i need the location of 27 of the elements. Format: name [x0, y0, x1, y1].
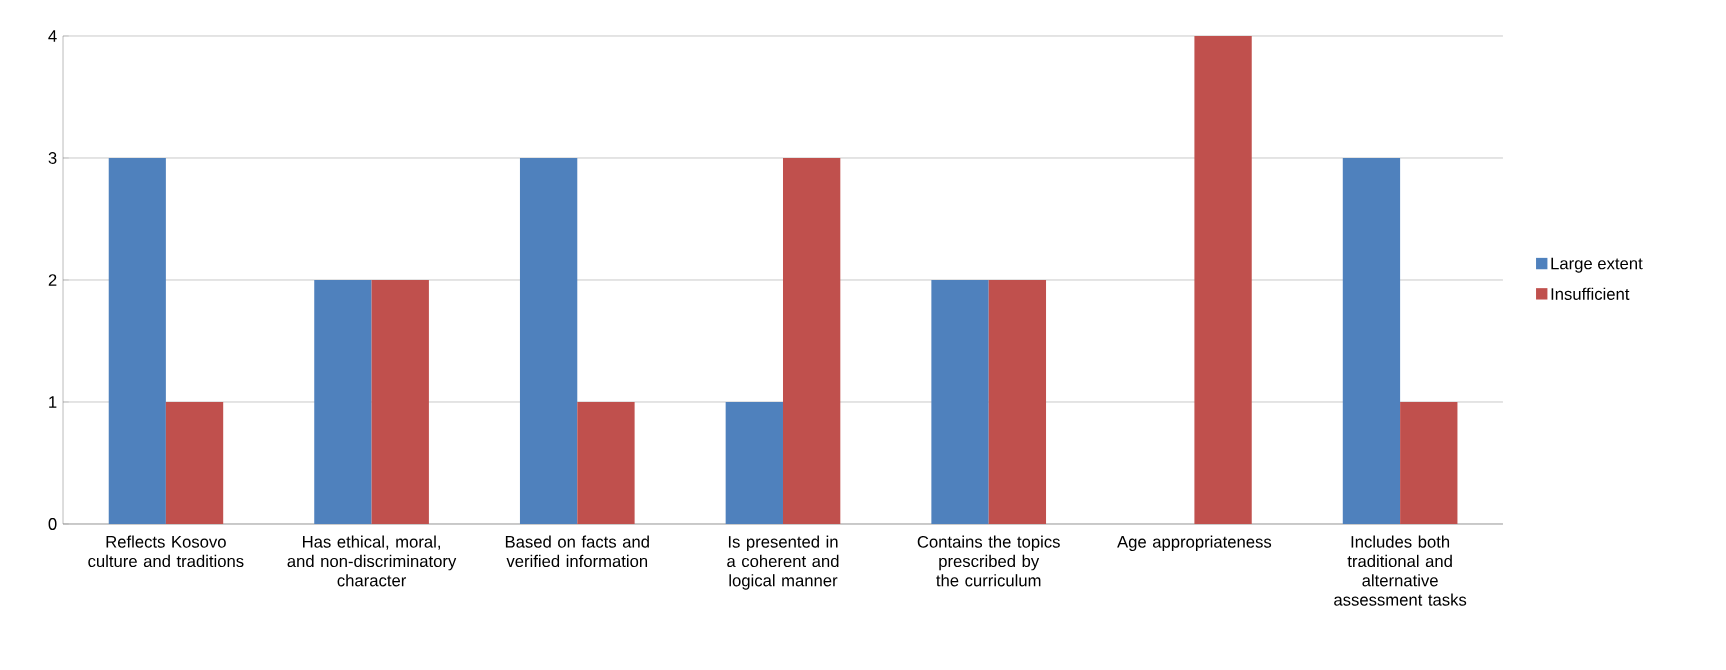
bar [1194, 35, 1252, 524]
x-tick-label: Has ethical, moral, and non-discriminatory character [287, 535, 457, 587]
bar [988, 279, 1047, 524]
bar [108, 157, 166, 524]
legend-label: Insufficient [1551, 287, 1630, 300]
x-tick-label: Includes both traditional and alternative assessment tasks [1334, 535, 1467, 606]
x-tick-label: Contains the topics prescribed by the curriculum [917, 535, 1060, 587]
bar [1342, 157, 1401, 524]
x-tick-label: Is presented in a coherent and logical manner [727, 535, 839, 590]
legend-label: Large extent [1551, 257, 1643, 273]
y-tick-label: 2 [48, 274, 57, 286]
y-tick-label: 0 [48, 518, 57, 530]
bar [577, 401, 635, 524]
x-tick-label: Reflects Kosovo culture and traditions [88, 535, 244, 568]
bar [314, 279, 372, 524]
x-tick-label: Age appropriateness [1117, 535, 1272, 552]
bar [725, 401, 783, 524]
y-tick-label: 1 [49, 396, 57, 408]
bar [931, 279, 989, 524]
bar [1400, 401, 1458, 524]
y-tick-label: 4 [48, 30, 57, 42]
bar [165, 401, 224, 524]
bar [371, 279, 429, 524]
y-tick-label: 3 [48, 152, 57, 164]
bar [519, 157, 578, 524]
x-tick-label: Based on facts and verified information [505, 535, 649, 568]
bar [782, 157, 841, 524]
